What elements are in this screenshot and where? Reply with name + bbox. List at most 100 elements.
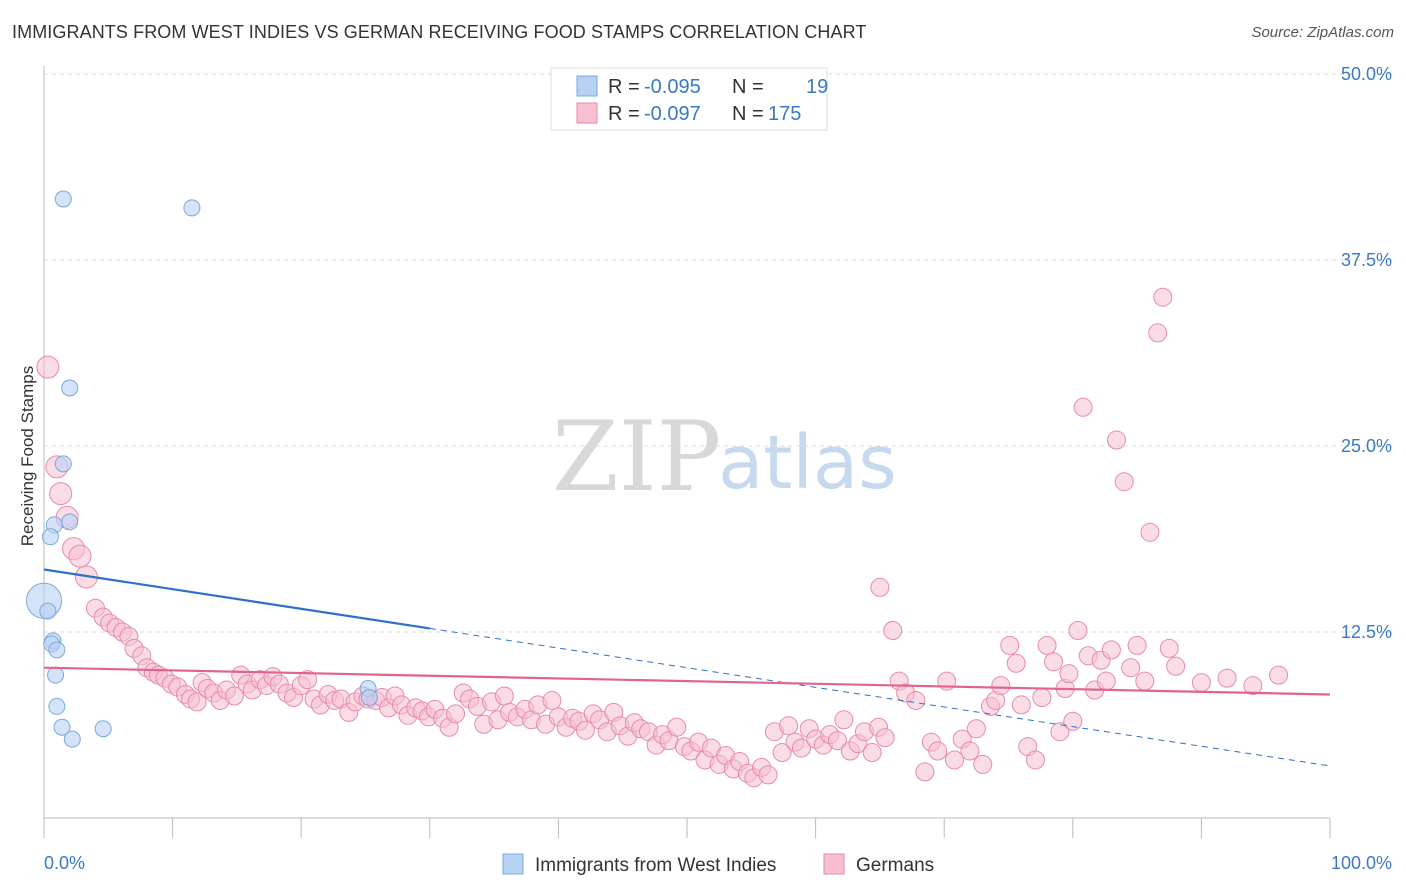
germans-point: [1037, 635, 1057, 655]
germans-point: [1096, 671, 1116, 691]
west-indies-point: [39, 602, 57, 620]
y-tick-labels: 12.5% 25.0% 37.5% 50.0%: [1341, 64, 1392, 642]
germans-point: [68, 544, 92, 568]
bottom-legend-label-germans: Germans: [856, 855, 934, 876]
y-tick-label: 12.5%: [1341, 622, 1392, 642]
legend-swatch-west-indies: [576, 75, 598, 97]
series-legend: Immigrants from West Indies Germans: [502, 853, 934, 876]
germans-point: [862, 743, 882, 763]
germans-point: [1243, 676, 1263, 696]
germans-point: [758, 765, 778, 785]
germans-point: [1135, 671, 1155, 691]
germans-point: [49, 482, 73, 506]
germans-point: [960, 741, 980, 761]
germans-point: [1166, 656, 1186, 676]
west-indies-point: [94, 720, 112, 738]
axes: [43, 66, 1331, 838]
germans-point: [1107, 430, 1127, 450]
chart-title: IMMIGRANTS FROM WEST INDIES VS GERMAN RE…: [12, 22, 867, 42]
west-indies-point: [360, 688, 378, 706]
germans-point: [667, 717, 687, 737]
germans-point: [1159, 638, 1179, 658]
germans-point: [1114, 472, 1134, 492]
germans-point: [224, 686, 244, 706]
y-tick-label: 25.0%: [1341, 436, 1392, 456]
germans-point: [928, 741, 948, 761]
germans-point: [187, 692, 207, 712]
correlation-legend: R = -0.095 N = 19 R = -0.097 N = 175: [550, 67, 828, 131]
germans-point: [834, 710, 854, 730]
west-indies-point: [61, 379, 79, 397]
germans-points: [36, 287, 1289, 788]
germans-point: [883, 621, 903, 641]
germans-point: [1032, 687, 1052, 707]
germans-point: [1068, 621, 1088, 641]
germans-point: [1269, 665, 1289, 685]
germans-point: [1217, 668, 1237, 688]
germans-point: [991, 676, 1011, 696]
germans-point: [1121, 658, 1141, 678]
germans-point: [1191, 673, 1211, 693]
legend-swatch-germans: [576, 102, 598, 124]
germans-point: [973, 754, 993, 774]
germans-point: [1000, 635, 1020, 655]
west-indies-point: [61, 513, 79, 531]
watermark-zip: ZIP: [552, 401, 721, 513]
germans-point: [36, 355, 60, 379]
germans-point: [906, 690, 926, 710]
germans-point: [1073, 397, 1093, 417]
x-tick-label: 100.0%: [1331, 853, 1392, 873]
germans-point: [966, 719, 986, 739]
germans-point: [1101, 640, 1121, 660]
germans-point: [791, 738, 811, 758]
west-indies-point: [48, 641, 66, 659]
germans-point: [870, 577, 890, 597]
germans-point: [1026, 750, 1046, 770]
west-indies-trend-dashed: [429, 627, 1331, 767]
germans-point: [772, 743, 792, 763]
germans-point: [298, 670, 318, 690]
germans-point: [1148, 323, 1168, 343]
legend-n-value: 175: [768, 103, 801, 125]
legend-r-label: R =: [608, 76, 640, 98]
germans-point: [1063, 711, 1083, 731]
west-indies-point: [63, 730, 81, 748]
germans-point: [494, 686, 514, 706]
germans-point: [1050, 722, 1070, 742]
germans-trend: [43, 666, 1331, 696]
legend-n-label: N =: [732, 103, 764, 125]
bottom-legend-label-west-indies: Immigrants from West Indies: [535, 855, 776, 876]
watermark-atlas: atlas: [718, 420, 897, 506]
germans-point: [1006, 653, 1026, 673]
germans-point: [1153, 287, 1173, 307]
legend-n-value: 19: [806, 76, 828, 98]
bottom-legend-swatch-west-indies: [502, 853, 524, 875]
west-indies-point: [53, 718, 71, 736]
germans-point: [1140, 522, 1160, 542]
source-credit: Source: ZipAtlas.com: [1251, 24, 1394, 41]
germans-point: [875, 728, 895, 748]
germans-point: [542, 690, 562, 710]
grid-lines: [44, 73, 1392, 633]
legend-r-value: -0.095: [644, 76, 701, 98]
west-indies-point: [54, 190, 72, 208]
west-indies-points: [25, 190, 378, 748]
y-tick-label: 37.5%: [1341, 250, 1392, 270]
germans-point: [1127, 635, 1147, 655]
west-indies-point: [48, 697, 66, 715]
germans-point: [1059, 664, 1079, 684]
germans-point: [575, 720, 595, 740]
bottom-legend-swatch-germans: [823, 853, 845, 875]
legend-r-value: -0.097: [644, 103, 701, 125]
germans-point: [827, 731, 847, 751]
y-axis-title: Receiving Food Stamps: [18, 366, 37, 546]
y-tick-label: 50.0%: [1341, 64, 1392, 84]
germans-point: [779, 716, 799, 736]
west-indies-trend-solid: [43, 568, 430, 630]
west-indies-point: [183, 199, 201, 217]
x-tick-label: 0.0%: [44, 853, 85, 873]
germans-point: [1044, 652, 1064, 672]
legend-r-label: R =: [608, 103, 640, 125]
germans-point: [915, 762, 935, 782]
